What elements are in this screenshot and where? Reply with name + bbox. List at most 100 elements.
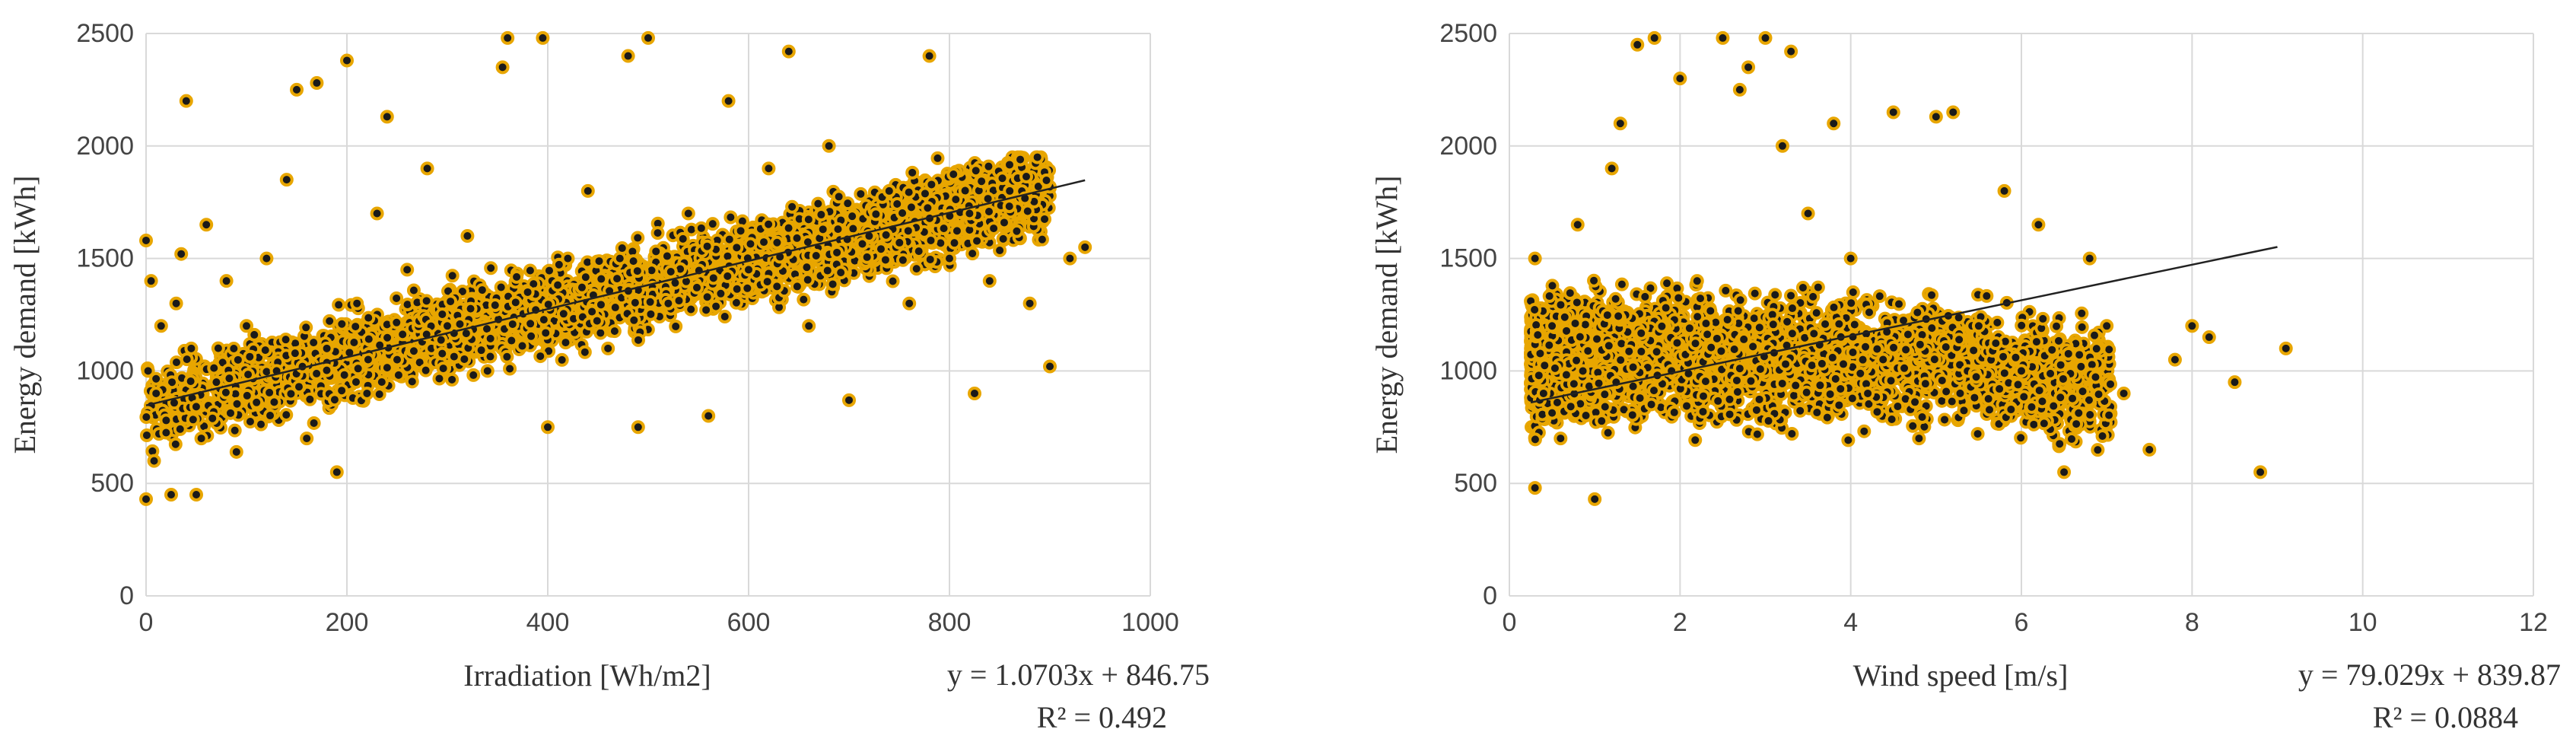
x-tick-label: 12	[2519, 608, 2548, 637]
scatter-point	[561, 251, 575, 266]
scatter-point	[1630, 37, 1645, 52]
scatter-point	[174, 247, 189, 261]
scatter-point	[721, 94, 736, 108]
scatter-point	[601, 341, 615, 355]
scatter-point	[661, 296, 676, 310]
scatter-point	[240, 319, 253, 333]
scatter-point	[1843, 251, 1858, 266]
y-tick-label: 0	[1483, 581, 1497, 610]
scatter-point	[1536, 386, 1550, 400]
scatter-point	[968, 386, 981, 400]
scatter-point	[440, 319, 454, 333]
scatter-point	[169, 296, 183, 310]
scatter-point	[495, 60, 510, 75]
scatter-point	[1732, 82, 1747, 97]
scatter-point-cloud	[1524, 273, 2118, 457]
scatter-point	[2100, 319, 2114, 333]
x-tick-label: 1000	[1121, 608, 1179, 637]
x-tick-label: 10	[2349, 608, 2377, 637]
scatter-point	[1043, 359, 1057, 374]
y-tick-label: 1000	[1439, 356, 1497, 385]
scatter-point	[164, 487, 178, 502]
scatter-point	[250, 395, 264, 409]
scatter-point	[2253, 465, 2268, 479]
scatter-point	[1528, 251, 1542, 266]
scatter-point	[360, 386, 374, 400]
scatter-point	[259, 251, 274, 266]
scatter-point	[2015, 364, 2028, 378]
scatter-point	[149, 386, 164, 400]
y-tick-label: 2000	[76, 132, 134, 161]
scatter-point	[1971, 319, 1986, 333]
scatter-point	[681, 206, 695, 221]
scatter-point	[1690, 274, 1704, 288]
scatter-point	[370, 206, 384, 221]
scatter-point	[350, 296, 364, 310]
y-tick-label: 1000	[76, 356, 134, 385]
scatter-point	[1929, 110, 1943, 124]
scatter-point	[1545, 319, 1560, 333]
scatter-point	[1775, 139, 1789, 153]
scatter-point	[1758, 30, 1773, 45]
scatter-point	[139, 233, 153, 247]
scatter-point	[2202, 330, 2216, 345]
scatter-point	[902, 296, 917, 310]
x-tick-label: 8	[2185, 608, 2199, 637]
scatter-point	[762, 161, 776, 176]
scatter-point	[1003, 183, 1017, 198]
scatter-point	[1613, 116, 1627, 131]
scatter-point	[154, 319, 168, 333]
scatter-point	[139, 492, 153, 506]
scatter-point	[2116, 386, 2131, 400]
scatter-point	[229, 444, 243, 459]
y-tick-label: 2500	[76, 19, 134, 48]
scatter-point	[520, 285, 535, 299]
scatter-point	[480, 364, 495, 378]
scatter-point	[922, 49, 937, 63]
scatter-point	[781, 44, 796, 59]
scatter-point	[580, 183, 595, 198]
scatter-point	[1827, 116, 1841, 131]
scatter-point	[147, 454, 161, 468]
scatter-point	[1078, 240, 1092, 254]
scatter-point	[882, 183, 896, 198]
scatter-point	[199, 218, 214, 232]
scatter-point	[141, 364, 155, 378]
scatter-point	[802, 319, 816, 333]
scatter-point	[290, 82, 304, 97]
scatter-point	[390, 352, 404, 367]
scatter-point	[380, 110, 394, 124]
y-tick-label: 1500	[76, 244, 134, 273]
scatter-point	[340, 53, 354, 68]
y-tick-label: 500	[1454, 469, 1497, 498]
y-axis-title: Energy demand [kWh]	[8, 176, 42, 454]
scatter-point	[2228, 375, 2242, 390]
scatter-point	[1946, 105, 1961, 119]
scatter-point	[541, 420, 555, 435]
scatter-point	[943, 251, 956, 266]
scatter-point	[320, 341, 334, 355]
scatter-point	[982, 274, 997, 288]
scatter-point	[1997, 183, 2012, 198]
y-tick-label: 500	[91, 469, 134, 498]
scatter-point	[536, 30, 550, 45]
scatter-point	[1912, 432, 1926, 446]
scatter-point	[1784, 44, 1798, 59]
trendline	[145, 179, 1086, 406]
y-tick-label: 1500	[1439, 244, 1497, 273]
scatter-point	[1588, 492, 1602, 506]
scatter-point	[420, 161, 434, 176]
scatter-point	[279, 173, 294, 187]
scatter-point	[2057, 465, 2072, 479]
scatter-point	[1647, 30, 1662, 45]
scatter-point	[822, 139, 836, 153]
scatter-point-cloud	[139, 150, 1057, 458]
x-tick-label: 0	[139, 608, 154, 637]
r-squared-label: R² = 0.492	[1037, 700, 1167, 734]
scatter-point	[2167, 352, 2182, 367]
scatter-point	[1741, 60, 1756, 75]
x-tick-label: 0	[1503, 608, 1517, 637]
scatter-point	[842, 393, 856, 407]
x-tick-label: 2	[1673, 608, 1687, 637]
scatter-point	[1886, 105, 1900, 119]
